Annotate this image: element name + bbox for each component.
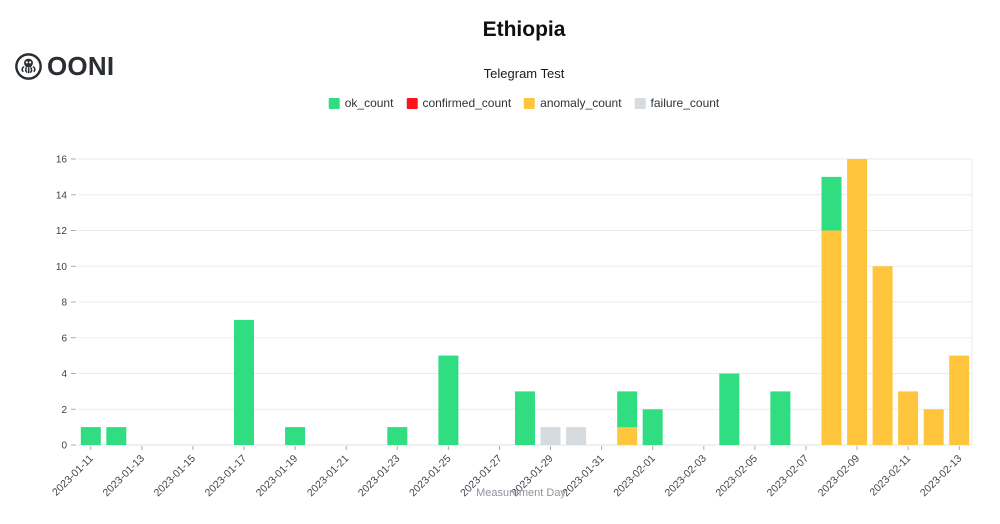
bar-segment-anomaly_count[interactable]	[898, 391, 919, 445]
y-tick-label: 14	[56, 190, 68, 201]
x-tick-label: 2023-01-15	[152, 453, 199, 500]
bar-segment-ok_count[interactable]	[642, 409, 663, 446]
x-tick-label: 2023-02-05	[714, 453, 761, 500]
bar-segment-ok_count[interactable]	[387, 427, 408, 445]
x-tick-label: 2023-01-31	[560, 453, 607, 500]
x-tick-label: 2023-02-13	[918, 453, 965, 500]
chart-subtitle: Telegram Test	[483, 66, 565, 81]
y-tick-label: 2	[61, 405, 67, 416]
legend-label-anomaly-count: anomaly_count	[540, 96, 622, 110]
x-tick-label: 2023-01-21	[305, 453, 352, 500]
x-tick-label: 2023-02-03	[662, 453, 709, 500]
x-tick-label: 2023-01-13	[101, 453, 148, 500]
bar-segment-ok_count[interactable]	[719, 373, 740, 446]
legend-swatch-anomaly-count-icon	[524, 97, 536, 109]
y-tick-label: 10	[56, 262, 68, 273]
legend-item-anomaly-count[interactable]: anomaly_count	[524, 96, 622, 110]
legend-label-ok-count: ok_count	[344, 96, 394, 110]
bar-segment-ok_count[interactable]	[80, 427, 101, 445]
bar-segment-failure_count[interactable]	[566, 427, 587, 445]
y-tick-label: 6	[61, 333, 67, 344]
x-tick-label: 2023-02-11	[867, 453, 913, 499]
chart-title: Ethiopia	[482, 18, 566, 41]
legend-item-confirmed-count[interactable]: confirmed_count	[406, 96, 511, 110]
legend-label-failure-count: failure_count	[650, 96, 720, 110]
y-tick-label: 4	[61, 369, 67, 380]
bar-segment-ok_count[interactable]	[821, 176, 842, 231]
legend-swatch-ok-count-icon	[328, 97, 340, 109]
bar-segment-failure_count[interactable]	[540, 427, 561, 445]
bar-segment-ok_count[interactable]	[438, 355, 459, 445]
x-tick-label: 2023-01-17	[203, 453, 250, 500]
x-tick-label: 2023-01-11	[50, 453, 96, 499]
ooni-octopus-icon	[14, 52, 43, 81]
bar-segment-ok_count[interactable]	[770, 391, 791, 445]
bar-segment-ok_count[interactable]	[515, 391, 535, 445]
bar-segment-anomaly_count[interactable]	[847, 159, 868, 445]
bar-segment-anomaly_count[interactable]	[872, 266, 893, 446]
y-tick-label: 0	[61, 441, 67, 452]
bar-segment-anomaly_count[interactable]	[923, 409, 944, 446]
chart-legend: ok_count confirmed_count anomaly_count f…	[328, 96, 720, 110]
bar-segment-ok_count[interactable]	[285, 427, 306, 445]
x-tick-label: 2023-01-19	[254, 453, 301, 500]
bar-segment-anomaly_count[interactable]	[617, 427, 638, 445]
x-tick-label: 2023-01-23	[356, 453, 403, 500]
bar-segment-ok_count[interactable]	[234, 319, 254, 445]
y-tick-label: 8	[61, 298, 67, 309]
ooni-logo[interactable]: OONI	[14, 51, 114, 81]
legend-swatch-failure-count-icon	[634, 97, 646, 109]
bar-segment-ok_count[interactable]	[617, 391, 638, 428]
legend-label-confirmed-count: confirmed_count	[422, 96, 512, 110]
legend-item-ok-count[interactable]: ok_count	[328, 96, 394, 110]
bar-segment-anomaly_count[interactable]	[949, 355, 970, 445]
ooni-wordmark: OONI	[47, 51, 115, 81]
x-axis-title: Measurement Day	[476, 487, 566, 499]
y-tick-label: 12	[56, 226, 68, 237]
legend-item-failure-count[interactable]: failure_count	[634, 96, 720, 110]
legend-swatch-confirmed-count-icon	[406, 97, 418, 109]
bar-segment-anomaly_count[interactable]	[821, 230, 842, 446]
x-tick-label: 2023-02-07	[765, 453, 812, 500]
x-tick-label: 2023-01-25	[407, 453, 454, 500]
bar-segment-ok_count[interactable]	[106, 427, 127, 445]
x-tick-label: 2023-02-01	[611, 453, 658, 500]
x-tick-label: 2023-02-09	[816, 453, 863, 500]
y-tick-label: 16	[56, 155, 68, 166]
